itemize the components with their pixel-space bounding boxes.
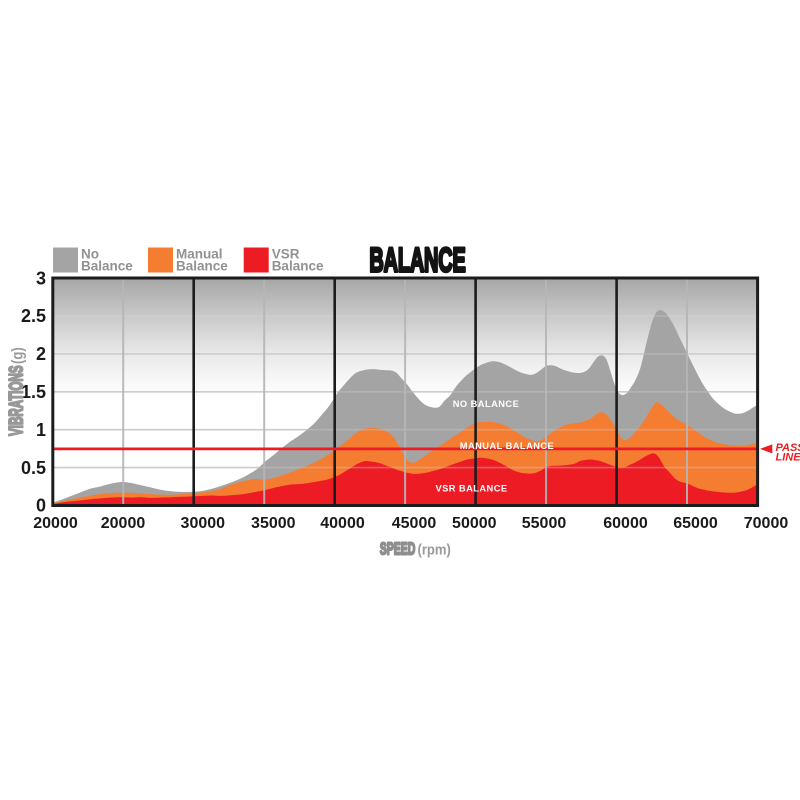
svg-text:Balance: Balance: [272, 259, 324, 274]
svg-text:Manual: Manual: [176, 247, 223, 262]
svg-text:65000: 65000: [673, 515, 718, 532]
svg-text:NO BALANCE: NO BALANCE: [453, 399, 519, 409]
svg-text:45000: 45000: [392, 515, 437, 532]
svg-text:VSR: VSR: [272, 247, 300, 262]
svg-text:0: 0: [36, 496, 46, 516]
svg-text:1: 1: [36, 420, 46, 440]
svg-text:35000: 35000: [251, 515, 296, 532]
svg-text:0.5: 0.5: [21, 458, 46, 478]
svg-text:20000: 20000: [101, 515, 146, 532]
svg-text:VSR BALANCE: VSR BALANCE: [435, 484, 507, 494]
svg-text:MANUAL BALANCE: MANUAL BALANCE: [460, 441, 554, 451]
svg-text:2: 2: [36, 344, 46, 364]
svg-text:(rpm): (rpm): [418, 542, 451, 558]
svg-text:Balance: Balance: [81, 259, 133, 274]
svg-text:3: 3: [36, 268, 46, 288]
svg-text:LINE: LINE: [776, 452, 800, 464]
svg-text:(g): (g): [9, 347, 26, 364]
svg-text:Balance: Balance: [176, 259, 228, 274]
svg-text:55000: 55000: [522, 515, 567, 532]
svg-text:30000: 30000: [181, 515, 226, 532]
svg-text:50000: 50000: [452, 515, 497, 532]
svg-text:2.5: 2.5: [21, 306, 46, 326]
svg-text:1.5: 1.5: [21, 382, 46, 402]
svg-text:20000: 20000: [33, 515, 78, 532]
svg-text:VIBRATIONS: VIBRATIONS: [5, 365, 27, 436]
svg-text:BALANCE: BALANCE: [369, 240, 465, 279]
svg-text:PASS: PASS: [776, 442, 800, 454]
svg-text:No: No: [81, 247, 99, 262]
svg-text:70000: 70000: [744, 515, 789, 532]
svg-text:60000: 60000: [603, 515, 648, 532]
svg-text:40000: 40000: [320, 515, 365, 532]
svg-text:SPEED: SPEED: [380, 540, 416, 559]
